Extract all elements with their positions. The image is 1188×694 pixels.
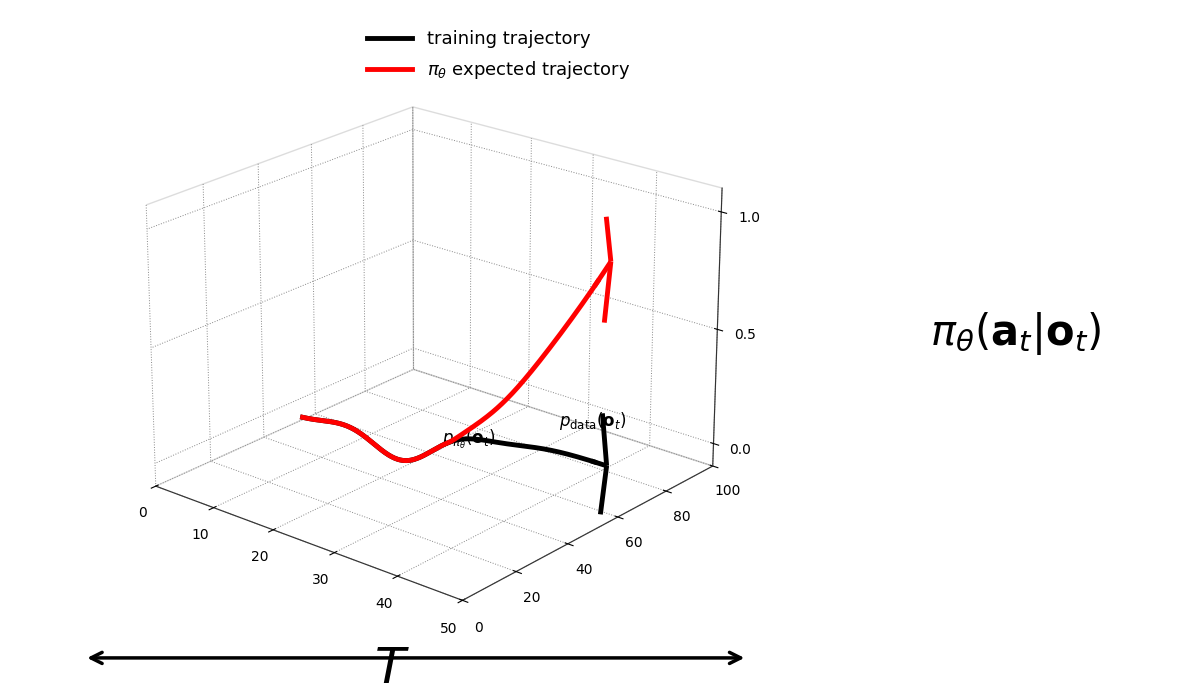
Text: $\pi_\theta(\mathbf{a}_t|\mathbf{o}_t)$: $\pi_\theta(\mathbf{a}_t|\mathbf{o}_t)$ [930, 310, 1101, 357]
Text: $T$: $T$ [374, 645, 410, 694]
Legend: training trajectory, $\pi_\theta$ expected trajectory: training trajectory, $\pi_\theta$ expect… [362, 25, 636, 87]
